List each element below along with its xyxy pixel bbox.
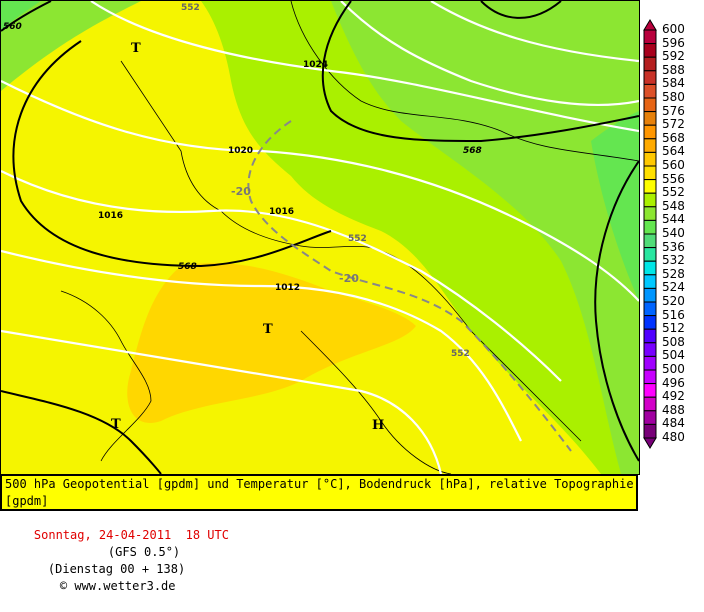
isobars [1, 1, 639, 474]
legend-label: 564 [662, 144, 685, 159]
legend-swatch-588 [643, 56, 657, 72]
legend-label: 556 [662, 171, 685, 186]
legend-label: 512 [662, 321, 685, 336]
legend-label: 516 [662, 307, 685, 322]
legend-swatch-480 [643, 423, 657, 439]
legend-label: 508 [662, 334, 685, 349]
legend-label: 504 [662, 348, 685, 363]
legend-label: 560 [662, 158, 685, 172]
isobar-label: 1012 [275, 283, 300, 293]
legend-label: 488 [662, 402, 685, 417]
legend-arrow-bottom [643, 437, 657, 449]
map-caption: 500 hPa Geopotential [gpdm] und Temperat… [0, 474, 638, 593]
weather-map: 1024 1020 1016 1016 1012 560 568 568 552… [0, 0, 640, 475]
legend-label: 484 [662, 416, 685, 431]
geopotential-label: 552 [451, 349, 470, 359]
legend-swatch-492 [643, 383, 657, 398]
legend-label: 592 [662, 49, 685, 64]
legend-label: 576 [662, 103, 685, 118]
legend-swatch-500 [643, 355, 657, 371]
legend-label: 520 [662, 294, 685, 308]
legend-swatch-540 [643, 219, 657, 235]
legend-label: 540 [662, 226, 685, 240]
caption-title: 500 hPa Geopotential [gpdm] und Temperat… [5, 477, 634, 508]
geopotential-label: 560 [3, 22, 22, 32]
map-labels: 1024 1020 1016 1016 1012 560 568 568 552… [3, 3, 482, 359]
legend-label: 552 [662, 185, 685, 200]
isobar-label: 1024 [303, 60, 328, 70]
legend-swatch-596 [643, 29, 657, 45]
legend-label: 496 [662, 375, 685, 390]
legend-label: 596 [662, 35, 685, 50]
legend-label: 572 [662, 117, 685, 132]
region-556 [127, 262, 416, 423]
legend-swatch-508 [643, 328, 657, 344]
pressure-centers: T T T H [111, 41, 384, 433]
legend-swatch-524 [643, 274, 657, 289]
legend-swatch-504 [643, 342, 657, 357]
legend-swatch-564 [643, 138, 657, 153]
legend-swatch-512 [643, 315, 657, 330]
legend-label: 600 [662, 22, 685, 36]
legend-swatch-536 [643, 233, 657, 249]
geopotential-label: 568 [463, 146, 482, 156]
legend-swatch-496 [643, 369, 657, 385]
legend-swatch-584 [643, 70, 657, 85]
color-legend: 600 596 592 588 584 580 576 572 568 564 560 556 552 5… [640, 18, 704, 463]
geopotential-label: 568 [178, 262, 197, 272]
legend-swatch-528 [643, 260, 657, 276]
legend-swatch-568 [643, 124, 657, 140]
legend-color-bar [643, 19, 657, 449]
legend-swatch-592 [643, 43, 657, 58]
legend-swatch-484 [643, 410, 657, 425]
legend-label: 492 [662, 389, 685, 404]
geopotential-contours [1, 1, 639, 474]
legend-arrow-top [643, 19, 657, 31]
legend-swatch-556 [643, 165, 657, 181]
legend-swatch-544 [643, 206, 657, 221]
isobar-label: 1020 [228, 146, 253, 156]
legend-label: 536 [662, 239, 685, 254]
region-544b [331, 1, 639, 474]
caption-copyright[interactable]: © www.wetter3.de [59, 579, 176, 593]
legend-swatch-572 [643, 111, 657, 126]
legend-label: 480 [662, 430, 685, 444]
caption-model: (GFS 0.5°) [107, 545, 181, 559]
legend-label: 588 [662, 62, 685, 77]
low-pressure-marker: T [263, 322, 273, 337]
isobar-label: 1016 [269, 207, 294, 217]
legend-label: 532 [662, 253, 685, 268]
legend-swatch-488 [643, 396, 657, 412]
legend-swatch-552 [643, 179, 657, 194]
legend-swatch-532 [643, 247, 657, 262]
legend-swatch-520 [643, 287, 657, 303]
legend-swatch-580 [643, 83, 657, 99]
legend-label: 528 [662, 266, 685, 281]
legend-label: 580 [662, 90, 685, 104]
legend-label: 500 [662, 362, 685, 376]
high-pressure-marker: H [372, 418, 384, 433]
temperature-isotherms [247, 120, 572, 452]
temperature-label: -20 [231, 185, 251, 198]
legend-label: 524 [662, 280, 685, 295]
region-544 [1, 1, 141, 91]
legend-swatch-516 [643, 301, 657, 317]
low-pressure-marker: T [111, 417, 121, 432]
legend-label: 548 [662, 198, 685, 213]
legend-label: 584 [662, 76, 685, 91]
region-540 [1, 1, 41, 31]
caption-date: Sonntag, 24-04-2011 18 UTC [33, 528, 229, 542]
legend-label: 568 [662, 130, 685, 145]
legend-label: 544 [662, 212, 685, 227]
geopotential-label: 552 [181, 3, 200, 13]
geopotential-label: 552 [348, 234, 367, 244]
low-pressure-marker: T [131, 41, 141, 56]
legend-swatch-560 [643, 151, 657, 167]
isobar-label: 1016 [98, 211, 123, 221]
caption-run: (Dienstag 00 + 138) [47, 562, 186, 576]
legend-swatch-548 [643, 192, 657, 208]
temperature-label: -20 [339, 272, 359, 285]
legend-swatch-576 [643, 97, 657, 113]
